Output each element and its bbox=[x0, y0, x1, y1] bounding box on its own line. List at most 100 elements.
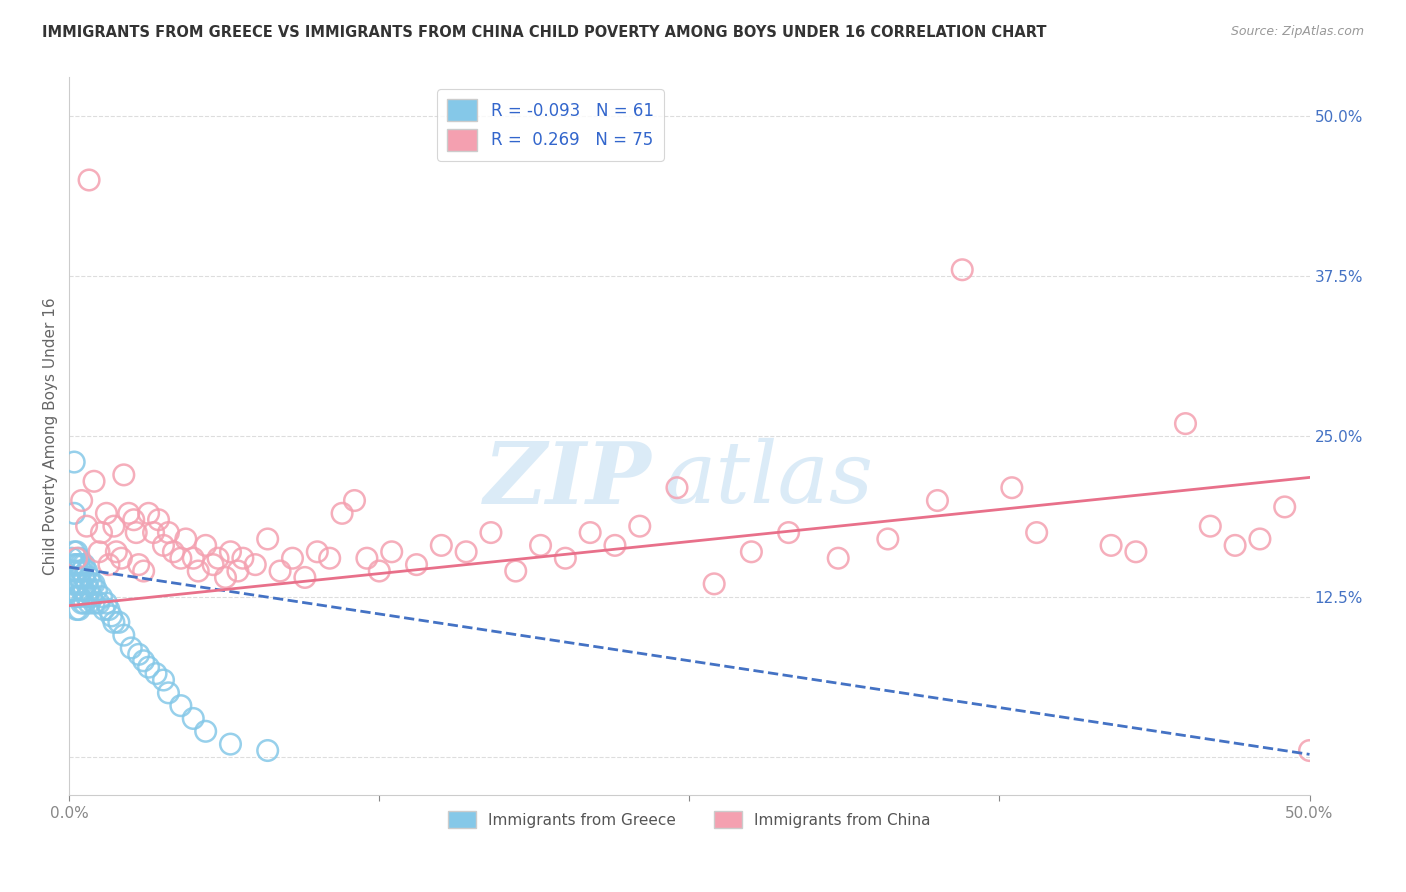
Point bbox=[80, 577, 103, 591]
Point bbox=[100, 608, 122, 623]
Point bbox=[170, 551, 193, 566]
Point bbox=[73, 596, 96, 610]
Point bbox=[145, 666, 167, 681]
Point bbox=[628, 519, 651, 533]
Point bbox=[60, 551, 83, 566]
Point bbox=[157, 686, 180, 700]
Point bbox=[256, 532, 278, 546]
Point bbox=[77, 173, 100, 187]
Point bbox=[269, 564, 291, 578]
Point bbox=[86, 583, 108, 598]
Point bbox=[170, 698, 193, 713]
Point bbox=[256, 743, 278, 757]
Point bbox=[108, 615, 131, 630]
Point bbox=[73, 570, 96, 584]
Point bbox=[162, 545, 184, 559]
Point bbox=[66, 564, 89, 578]
Legend: Immigrants from Greece, Immigrants from China: Immigrants from Greece, Immigrants from … bbox=[443, 805, 936, 834]
Text: ZIP: ZIP bbox=[484, 438, 652, 521]
Point bbox=[174, 532, 197, 546]
Point bbox=[105, 545, 128, 559]
Point bbox=[138, 660, 160, 674]
Point bbox=[110, 551, 132, 566]
Point bbox=[294, 570, 316, 584]
Point bbox=[66, 545, 89, 559]
Point bbox=[90, 525, 112, 540]
Point bbox=[1125, 545, 1147, 559]
Point bbox=[67, 558, 90, 572]
Point bbox=[1274, 500, 1296, 514]
Point bbox=[1025, 525, 1047, 540]
Point bbox=[67, 570, 90, 584]
Point bbox=[76, 577, 98, 591]
Point bbox=[125, 525, 148, 540]
Point bbox=[60, 577, 83, 591]
Point bbox=[245, 558, 267, 572]
Point bbox=[665, 481, 688, 495]
Point bbox=[307, 545, 329, 559]
Point bbox=[103, 615, 125, 630]
Point bbox=[103, 519, 125, 533]
Point bbox=[77, 583, 100, 598]
Point bbox=[77, 570, 100, 584]
Point bbox=[67, 577, 90, 591]
Point bbox=[67, 602, 90, 616]
Text: IMMIGRANTS FROM GREECE VS IMMIGRANTS FROM CHINA CHILD POVERTY AMONG BOYS UNDER 1: IMMIGRANTS FROM GREECE VS IMMIGRANTS FRO… bbox=[42, 25, 1046, 40]
Point bbox=[83, 577, 105, 591]
Text: atlas: atlas bbox=[665, 438, 873, 521]
Point bbox=[66, 577, 89, 591]
Point bbox=[66, 551, 89, 566]
Point bbox=[554, 551, 576, 566]
Point bbox=[148, 513, 170, 527]
Point bbox=[97, 558, 120, 572]
Point bbox=[63, 455, 86, 469]
Point bbox=[67, 551, 90, 566]
Point bbox=[96, 596, 118, 610]
Point bbox=[1199, 519, 1222, 533]
Point bbox=[579, 525, 602, 540]
Point bbox=[66, 602, 89, 616]
Point bbox=[330, 506, 353, 520]
Point bbox=[194, 724, 217, 739]
Point bbox=[207, 551, 229, 566]
Point bbox=[73, 558, 96, 572]
Point bbox=[70, 583, 93, 598]
Point bbox=[1249, 532, 1271, 546]
Point bbox=[157, 525, 180, 540]
Point bbox=[138, 506, 160, 520]
Point bbox=[67, 590, 90, 604]
Point bbox=[226, 564, 249, 578]
Point bbox=[76, 590, 98, 604]
Point bbox=[1001, 481, 1024, 495]
Point bbox=[70, 564, 93, 578]
Point bbox=[479, 525, 502, 540]
Point bbox=[60, 564, 83, 578]
Point bbox=[219, 545, 242, 559]
Point bbox=[70, 558, 93, 572]
Point bbox=[83, 596, 105, 610]
Point bbox=[132, 564, 155, 578]
Point bbox=[950, 262, 973, 277]
Point bbox=[90, 590, 112, 604]
Point bbox=[128, 648, 150, 662]
Point bbox=[405, 558, 427, 572]
Text: Source: ZipAtlas.com: Source: ZipAtlas.com bbox=[1230, 25, 1364, 38]
Point bbox=[63, 583, 86, 598]
Point bbox=[778, 525, 800, 540]
Point bbox=[368, 564, 391, 578]
Point bbox=[76, 519, 98, 533]
Point bbox=[122, 513, 145, 527]
Point bbox=[132, 654, 155, 668]
Point bbox=[76, 564, 98, 578]
Point bbox=[343, 493, 366, 508]
Point bbox=[202, 558, 225, 572]
Point bbox=[505, 564, 527, 578]
Point bbox=[73, 583, 96, 598]
Point bbox=[740, 545, 762, 559]
Point bbox=[120, 640, 142, 655]
Point bbox=[66, 558, 89, 572]
Point bbox=[1099, 538, 1122, 552]
Point bbox=[83, 475, 105, 489]
Point bbox=[381, 545, 404, 559]
Point bbox=[876, 532, 898, 546]
